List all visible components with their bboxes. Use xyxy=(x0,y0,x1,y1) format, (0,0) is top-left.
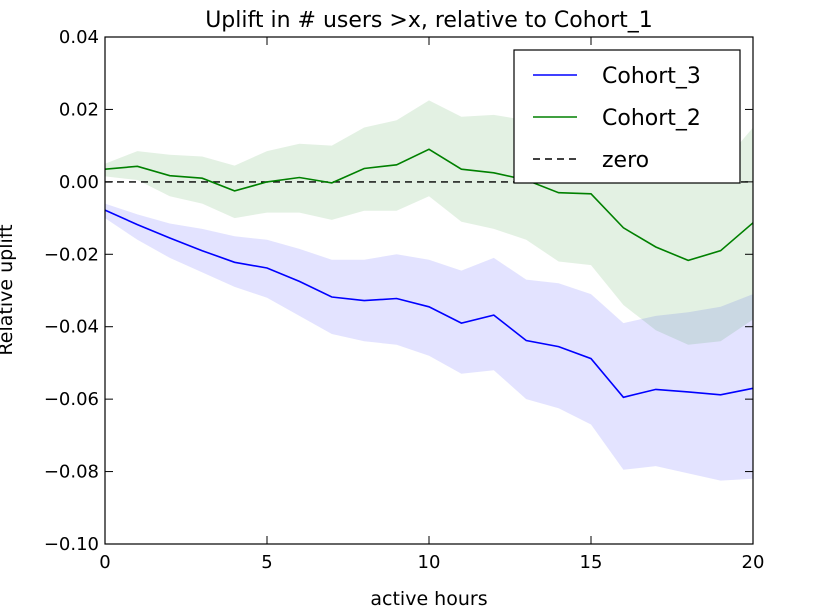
y-tick-label: 0.00 xyxy=(59,172,99,193)
chart-title: Uplift in # users >x, relative to Cohort… xyxy=(205,8,653,33)
x-axis-label: active hours xyxy=(370,588,487,610)
x-axis-ticks: 0 5 10 15 20 xyxy=(99,37,764,573)
legend-label-zero: zero xyxy=(602,148,649,173)
x-tick-label: 10 xyxy=(418,552,441,573)
legend-label-cohort-2: Cohort_2 xyxy=(602,106,701,131)
x-tick-label: 15 xyxy=(580,552,603,573)
y-tick-label: −0.08 xyxy=(44,462,99,483)
x-tick-label: 0 xyxy=(99,552,110,573)
x-tick-label: 20 xyxy=(742,552,765,573)
y-tick-label: −0.02 xyxy=(44,244,99,265)
y-tick-label: −0.04 xyxy=(44,317,99,338)
x-tick-label: 5 xyxy=(261,552,272,573)
line-cohort-3 xyxy=(104,209,754,399)
y-tick-label: 0.02 xyxy=(59,99,99,120)
y-tick-label: −0.06 xyxy=(44,389,99,410)
y-axis-ticks: −0.10 −0.08 −0.06 −0.04 −0.02 0.00 0.02 0.04 xyxy=(44,27,753,555)
y-axis-label: Relative uplift xyxy=(0,224,17,355)
line-cohort-2 xyxy=(104,148,754,262)
y-tick-label: 0.04 xyxy=(59,27,99,48)
legend-label-cohort-3: Cohort_3 xyxy=(602,64,701,89)
band-cohort-3 xyxy=(105,203,753,481)
y-tick-label: −0.10 xyxy=(44,534,99,555)
